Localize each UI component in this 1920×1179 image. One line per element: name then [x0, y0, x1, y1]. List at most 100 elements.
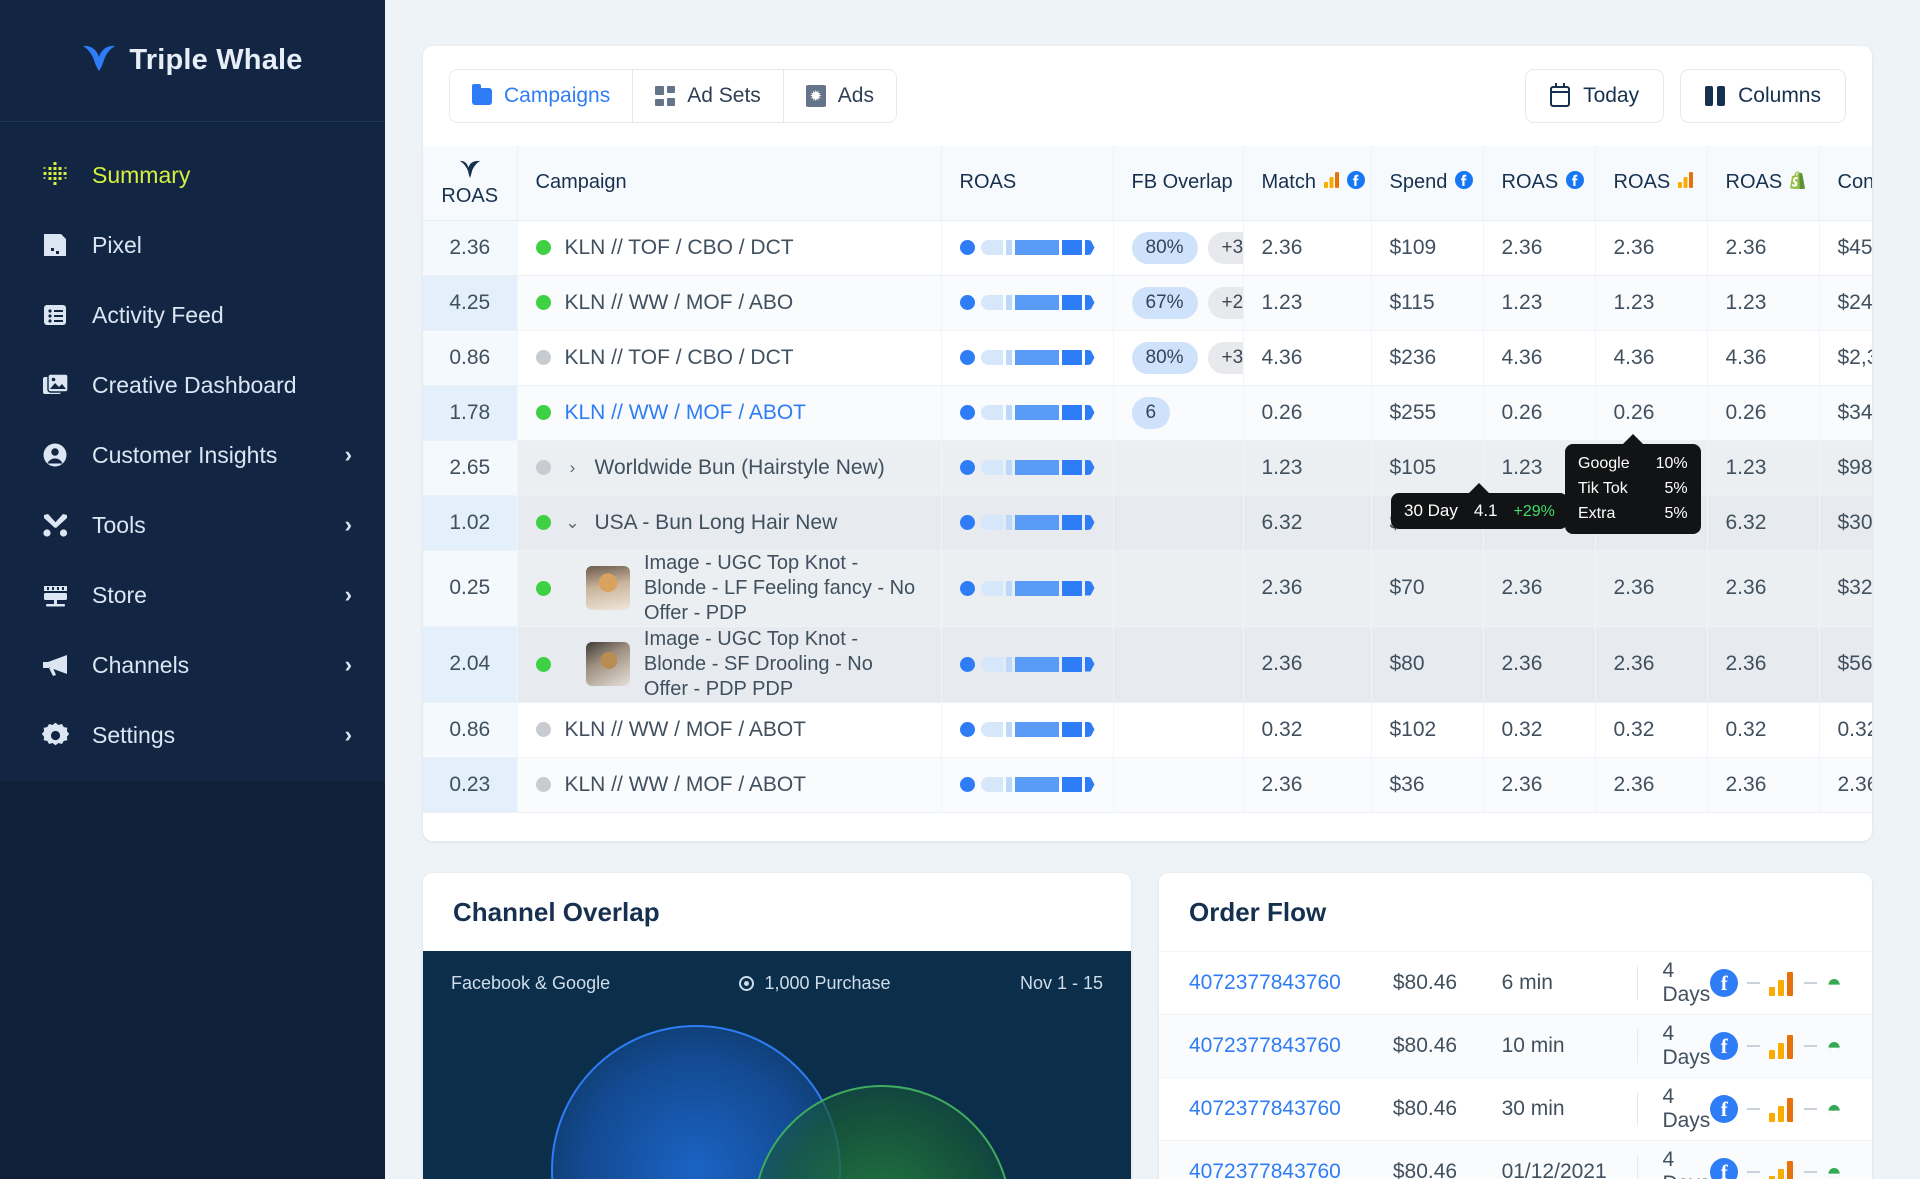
cell-campaign[interactable]: KLN // WW / MOF / ABOT	[517, 702, 942, 758]
cell-roas-bar	[941, 220, 1114, 276]
sidebar-item-settings[interactable]: Settings ›	[0, 700, 385, 770]
cell-campaign[interactable]: ⌄ USA - Bun Long Hair New	[517, 495, 942, 551]
cell-campaign[interactable]: Image - UGC Top Knot - Blonde - LF Feeli…	[517, 550, 942, 627]
table-row[interactable]: 0.86 KLN // TOF / CBO / DCT 80% +3	[423, 330, 1872, 386]
table-row[interactable]: 2.04 Image - UGC Top Knot - Blonde - SF …	[423, 626, 1872, 703]
sidebar-item-store[interactable]: Store ›	[0, 560, 385, 630]
tools-wrench-icon	[40, 510, 70, 540]
cell-spend: $36	[1371, 757, 1484, 813]
col-header-fb-overlap[interactable]: FB Overlap	[1113, 146, 1244, 221]
cell-campaign[interactable]: KLN // WW / MOF / ABO	[517, 275, 942, 331]
sidebar-item-label: Store	[92, 581, 147, 608]
campaign-name[interactable]: KLN // WW / MOF / ABOT	[564, 400, 807, 424]
overlap-more-badge[interactable]: +3	[1207, 341, 1242, 374]
sidebar-item-summary[interactable]: Summary	[0, 140, 385, 210]
cell-roas: 1.78	[423, 385, 518, 441]
cell-roas: 0.86	[423, 702, 518, 758]
order-days: 4 Days	[1662, 1085, 1711, 1132]
cell-roas-bar	[941, 702, 1114, 758]
col-header-spend[interactable]: Spend	[1371, 146, 1484, 221]
date-range-button[interactable]: Today	[1525, 69, 1665, 123]
order-id-link[interactable]: 4072377843760	[1189, 1097, 1341, 1120]
status-dot	[535, 777, 551, 792]
order-flow-row[interactable]: 4072377843760 $80.46 01/12/2021 4 Days f…	[1159, 1140, 1872, 1179]
cell-roas-bar	[941, 275, 1114, 331]
cell-campaign[interactable]: KLN // TOF / CBO / DCT	[517, 330, 942, 386]
bar-start-dot	[959, 656, 975, 672]
cell-roas-shopify: 6.32	[1707, 495, 1820, 551]
campaign-name: KLN // WW / MOF / ABOT	[564, 717, 807, 741]
cell-roas-shopify: 1.23	[1707, 440, 1820, 496]
sidebar-footer-area	[0, 781, 385, 1179]
table-row[interactable]: 4.25 KLN // WW / MOF / ABO 67% +2	[423, 275, 1872, 331]
cell-roas-fb: 2.36	[1483, 550, 1596, 627]
tab-ad-sets[interactable]: Ad Sets	[633, 70, 784, 122]
col-header-roas-filter[interactable]: ROAS	[423, 146, 518, 221]
tab-ads[interactable]: ✹ Ads	[783, 70, 896, 122]
order-id-link[interactable]: 4072377843760	[1189, 1034, 1341, 1057]
sidebar-item-pixel[interactable]: Pixel	[0, 210, 385, 280]
order-amount: $80.46	[1392, 1034, 1458, 1057]
table-row[interactable]: 1.02 ⌄ USA - Bun Long Hair New 6.32	[423, 495, 1872, 551]
cell-campaign[interactable]: › Worldwide Bun (Hairstyle New)	[517, 440, 942, 496]
table-row[interactable]: 2.65 › Worldwide Bun (Hairstyle New) 1.2…	[423, 440, 1872, 496]
order-flow-title: Order Flow	[1189, 896, 1327, 927]
cell-roas-shopify: 4.36	[1707, 330, 1820, 386]
order-flow-row[interactable]: 4072377843760 $80.46 10 min 4 Days f ◓	[1159, 1014, 1872, 1077]
cell-roas-bar	[941, 330, 1114, 386]
order-flow-row[interactable]: 4072377843760 $80.46 6 min 4 Days f ◓	[1159, 951, 1872, 1014]
order-id-link[interactable]: 4072377843760	[1189, 971, 1341, 994]
view-segmented-control[interactable]: Campaigns Ad Sets ✹ Ads	[449, 69, 897, 123]
connector-dash	[1747, 982, 1761, 984]
wifi-icon: ◓	[1826, 1157, 1842, 1179]
columns-button[interactable]: Columns	[1680, 69, 1846, 123]
sidebar-item-tools[interactable]: Tools ›	[0, 490, 385, 560]
cell-campaign[interactable]: KLN // WW / MOF / ABOT	[517, 757, 942, 813]
collapse-row-icon[interactable]: ⌄	[565, 512, 580, 532]
order-flow-row[interactable]: 4072377843760 $80.46 30 min 4 Days f ◓	[1159, 1077, 1872, 1140]
cell-roas: 1.02	[423, 495, 518, 551]
sidebar-item-creative-dashboard[interactable]: Creative Dashboard	[0, 350, 385, 420]
order-id-link[interactable]: 4072377843760	[1189, 1160, 1341, 1179]
cell-roas-ga: 2.36	[1595, 757, 1708, 813]
overlap-more-badge[interactable]: +2	[1207, 286, 1242, 319]
table-row[interactable]: 2.36 KLN // TOF / CBO / DCT 80% +3	[423, 220, 1872, 276]
col-header-conversion[interactable]: Convers	[1819, 146, 1872, 221]
order-time: 30 min	[1501, 1097, 1565, 1120]
expand-row-icon[interactable]: ›	[569, 457, 576, 477]
col-header-roas-bar[interactable]: ROAS	[941, 146, 1114, 221]
status-dot	[535, 722, 551, 737]
table-row[interactable]: 0.86 KLN // WW / MOF / ABOT 0.32 $102	[423, 702, 1872, 758]
table-row[interactable]: 0.25 Image - UGC Top Knot - Blonde - LF …	[423, 550, 1872, 627]
col-header-match[interactable]: Match	[1243, 146, 1372, 221]
cell-campaign[interactable]: KLN // WW / MOF / ABOT	[517, 385, 942, 441]
table-row[interactable]: 1.78 KLN // WW / MOF / ABOT 6 0.2	[423, 385, 1872, 441]
sidebar-item-channels[interactable]: Channels ›	[0, 630, 385, 700]
table-row[interactable]: 0.23 KLN // WW / MOF / ABOT 2.36 $36	[423, 757, 1872, 813]
store-icon	[40, 580, 70, 610]
col-header-roas-shopify[interactable]: ROAS	[1707, 146, 1820, 221]
status-dot	[535, 515, 551, 530]
cell-roas: 0.23	[423, 757, 518, 813]
cell-match: 0.32	[1243, 702, 1372, 758]
megaphone-icon	[40, 650, 70, 680]
col-header-roas-bar-label: ROAS	[959, 171, 1017, 194]
cell-fb-overlap	[1113, 440, 1244, 496]
overlap-more-badge[interactable]: +3	[1207, 231, 1242, 264]
col-header-roas-ga[interactable]: ROAS	[1595, 146, 1708, 221]
cell-campaign[interactable]: Image - UGC Top Knot - Blonde - SF Drool…	[517, 626, 942, 703]
cell-roas-bar	[941, 440, 1114, 496]
col-header-fb-overlap-label: FB Overlap	[1131, 171, 1233, 194]
col-header-roas-fb[interactable]: ROAS	[1483, 146, 1596, 221]
sidebar-item-activity-feed[interactable]: Activity Feed	[0, 280, 385, 350]
order-amount: $80.46	[1392, 971, 1458, 994]
tab-campaigns[interactable]: Campaigns	[450, 70, 634, 122]
columns-label: Columns	[1738, 84, 1821, 107]
col-header-campaign[interactable]: Campaign	[517, 146, 942, 221]
facebook-icon: f	[1710, 969, 1739, 997]
overlap-pct-badge: 67%	[1131, 286, 1198, 319]
cell-campaign[interactable]: KLN // TOF / CBO / DCT	[517, 220, 942, 276]
sidebar-item-customer-insights[interactable]: Customer Insights ›	[0, 420, 385, 490]
status-dot	[535, 350, 551, 365]
order-flow-card: Order Flow 4072377843760 $80.46 6 min 4 …	[1159, 873, 1872, 1179]
